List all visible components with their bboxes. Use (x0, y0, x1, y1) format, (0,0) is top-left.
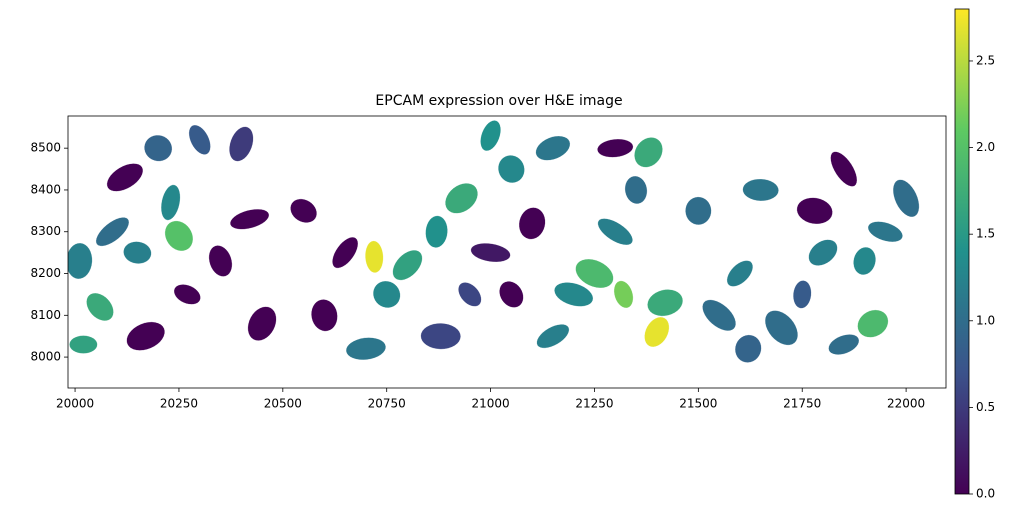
cell (793, 280, 812, 309)
cell (86, 292, 114, 321)
axes-frame (67, 115, 947, 389)
cell (229, 126, 254, 162)
y-tick-label: 8500 (30, 141, 61, 155)
cell (123, 241, 152, 264)
y-tick-label: 8000 (30, 350, 61, 364)
cell (69, 335, 98, 354)
cell (857, 309, 889, 338)
cell (106, 163, 144, 192)
cell (867, 221, 903, 243)
y-tick-label: 8300 (30, 224, 61, 238)
cell (575, 258, 614, 289)
colorbar-tick-label: 0.0 (976, 487, 995, 501)
cell (188, 124, 211, 155)
x-tick-label: 20750 (368, 397, 406, 411)
cell (229, 208, 270, 230)
colorbar (954, 8, 970, 495)
colorbar-tick-label: 0.5 (976, 400, 995, 414)
cell (634, 137, 663, 168)
cell (68, 242, 93, 280)
cell (535, 135, 571, 161)
chart-title: EPCAM expression over H&E image (375, 93, 622, 109)
cell (126, 321, 165, 351)
cell (796, 197, 833, 225)
cell (853, 246, 876, 275)
cell (554, 282, 594, 307)
cell (644, 316, 670, 348)
cell (702, 299, 737, 331)
cell (764, 310, 798, 346)
cell (597, 138, 634, 158)
cell (742, 178, 779, 202)
x-tick-label: 21500 (679, 397, 717, 411)
cell (828, 334, 860, 355)
x-tick-label: 21250 (575, 397, 613, 411)
cell (808, 239, 838, 266)
cell (345, 337, 386, 361)
colorbar-tick-label: 2.5 (976, 53, 995, 67)
cell (734, 334, 762, 363)
cell (499, 281, 524, 308)
x-tick-label: 20000 (56, 397, 94, 411)
cell (290, 198, 317, 223)
cell (892, 179, 920, 218)
cell (425, 215, 448, 248)
cell (445, 183, 478, 214)
cell (518, 207, 546, 240)
cell (392, 249, 423, 281)
cell (480, 120, 501, 152)
y-tick-label: 8200 (30, 266, 61, 280)
cell (311, 299, 338, 332)
cell (536, 324, 570, 349)
colorbar-tick-label: 1.5 (976, 227, 995, 241)
x-tick-label: 21000 (471, 397, 509, 411)
plot-area (68, 120, 920, 363)
cell (597, 218, 633, 246)
cell (470, 243, 511, 263)
cell (647, 289, 684, 317)
cell (332, 236, 359, 269)
x-tick-label: 20500 (264, 397, 302, 411)
x-tick-label: 22000 (887, 397, 925, 411)
cell (458, 282, 482, 307)
x-tick-label: 20250 (160, 397, 198, 411)
cell (624, 175, 648, 205)
cell (144, 134, 173, 162)
cell (613, 280, 634, 309)
cell (160, 184, 181, 221)
cell (208, 245, 233, 277)
x-tick-label: 21750 (783, 397, 821, 411)
cell (830, 151, 858, 187)
cell (498, 155, 525, 184)
cell (685, 196, 712, 225)
colorbar-tick-label: 1.0 (976, 313, 995, 327)
cell (173, 284, 201, 305)
cell (365, 240, 384, 273)
y-tick-label: 8400 (30, 182, 61, 196)
cell (247, 306, 277, 341)
cell (420, 323, 461, 350)
y-tick-label: 8100 (30, 308, 61, 322)
colorbar-tick-label: 2.0 (976, 140, 995, 154)
cell (164, 220, 194, 252)
cell (726, 260, 754, 287)
cell (372, 280, 401, 308)
cell (95, 217, 130, 247)
